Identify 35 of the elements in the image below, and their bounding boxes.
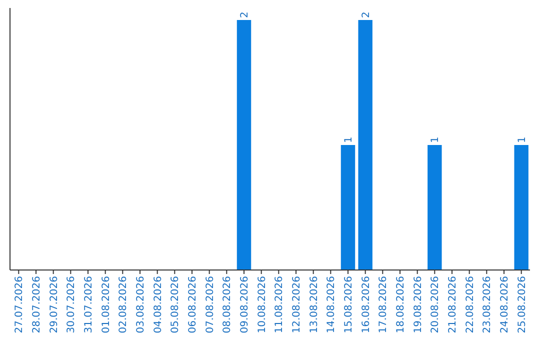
x-tick-label: 05.08.2026 [170, 276, 182, 334]
x-tick-label: 15.08.2026 [344, 276, 354, 334]
data-label: 1 [344, 136, 354, 143]
x-tick-label: 07.08.2026 [204, 276, 216, 334]
x-tick-label: 10.08.2026 [256, 276, 268, 334]
x-tick-label: 13.08.2026 [308, 276, 320, 334]
x-tick-label: 02.08.2026 [118, 276, 130, 334]
x-tick-label: 30.07.2026 [66, 276, 78, 334]
data-label: 1 [430, 136, 442, 143]
x-tick-label: 01.08.2026 [100, 276, 112, 334]
x-tick-label: 03.08.2026 [136, 276, 146, 334]
x-tick-label: 28.07.2026 [32, 276, 42, 334]
x-tick-label: 27.07.2026 [14, 276, 26, 334]
x-tick-label: 23.08.2026 [482, 276, 494, 334]
x-tick-label: 16.08.2026 [360, 276, 372, 334]
x-tick-label: 11.08.2026 [274, 276, 286, 334]
x-tick-label: 21.08.2026 [448, 276, 458, 334]
x-tick-label: 31.07.2026 [84, 276, 94, 334]
x-tick-label: 08.08.2026 [222, 276, 234, 334]
x-tick-label: 25.08.2026 [516, 276, 528, 334]
x-tick-label: 04.08.2026 [152, 276, 164, 334]
x-tick-label: 17.08.2026 [378, 276, 390, 334]
x-tick-label: 14.08.2026 [326, 276, 338, 334]
x-tick-label: 06.08.2026 [188, 276, 198, 334]
x-tick-label: 22.08.2026 [464, 276, 476, 334]
x-tick-label: 18.08.2026 [396, 276, 406, 334]
x-tick-label: 19.08.2026 [412, 276, 424, 334]
data-label: 2 [360, 12, 372, 18]
x-tick-label: 12.08.2026 [292, 276, 302, 334]
data-label: 2 [240, 12, 250, 18]
x-tick-label: 29.07.2026 [48, 276, 60, 334]
x-tick-label: 09.08.2026 [240, 276, 250, 334]
x-tick-label: 20.08.2026 [430, 276, 442, 334]
x-tick-label: 24.08.2026 [500, 276, 510, 334]
data-label: 1 [516, 136, 528, 143]
